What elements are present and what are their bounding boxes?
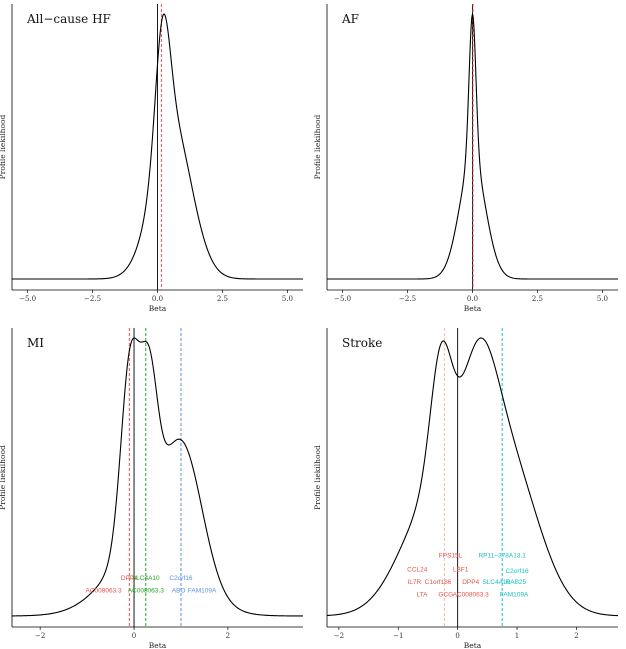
gene-label: ABO [172,587,186,594]
panel-4: −2 −1 0 1 2 Beta Profile liekilhood FPS15L RP11−… [313,328,619,649]
gene-label: FPS15L [439,553,463,560]
x-axis-label: Beta [464,641,482,649]
gene-label: FAM109A [500,592,529,599]
x-axis-label: Beta [149,304,167,313]
gene-label: C2orf16 [169,575,193,582]
gene-label: CCL24 [407,567,428,574]
likelihood-curve [327,13,618,280]
gene-label: C2orf16 [505,568,529,575]
gene-label: LTA [417,592,429,599]
panel-2: −5.0 −2.5 0.0 2.5 5.0 Beta Profile liekilhood A… [313,4,618,313]
x-tick-label: 2.5 [532,295,543,303]
x-tick-label: 0 [455,632,459,640]
x-tick-label: 1 [515,632,519,640]
x-tick-label: −2.5 [399,295,416,303]
x-axis-label: Beta [464,304,482,313]
x-tick-label: −2.5 [84,295,101,303]
x-tick-label: −5.0 [334,295,351,303]
y-axis-label: Profile liekilhood [313,115,322,180]
x-tick-label: −2 [35,632,45,640]
x-tick-label: 5.0 [597,295,608,303]
gene-label: LBF1 [453,567,469,574]
gene-label: C1orf186 [425,579,452,586]
gene-label: FAM109A [188,587,217,594]
likelihood-curve [326,337,619,617]
panel-title: All−cause HF [26,12,111,26]
gene-label: GCG [438,592,453,599]
y-axis-label: Profile liekilhood [313,445,322,510]
panel-title: Stroke [342,336,382,350]
y-axis-label: Profile liekilhood [0,445,7,510]
y-axis-label: Profile liekilhood [0,115,7,180]
x-axis-label: Beta [149,641,167,649]
gene-label: SLC4A10 [132,575,160,582]
likelihood-curve [12,13,303,280]
gene-label: AC008063.3 [85,587,122,594]
gene-label: AC008063.3 [128,587,165,594]
x-tick-label: 0.0 [152,295,163,303]
x-tick-label: −1 [393,632,403,640]
x-tick-label: 2 [226,632,230,640]
gene-label: RP11−378A13.1 [478,553,526,560]
gene-label: SLC4A10 [482,579,510,586]
panel-title: AF [341,12,359,26]
gene-label: DPP4 [121,575,138,582]
x-tick-label: −5.0 [19,295,36,303]
x-tick-label: 2.5 [217,295,228,303]
gene-label: RAB25 [506,579,527,586]
x-tick-label: 0 [132,632,136,640]
panel-1: −5.0 −2.5 0.0 2.5 5.0 Beta Profile liekilhood A… [0,4,303,313]
panel-title: MI [27,336,44,350]
likelihood-curve [11,337,303,617]
gene-label: IL7R [407,579,421,586]
x-tick-label: 5.0 [282,295,293,303]
gene-label: DPP4 [462,579,479,586]
gene-label: AC008063.3 [453,592,490,599]
x-tick-label: −2 [334,632,344,640]
x-tick-label: 0.0 [467,295,478,303]
x-tick-label: 2 [574,632,578,640]
